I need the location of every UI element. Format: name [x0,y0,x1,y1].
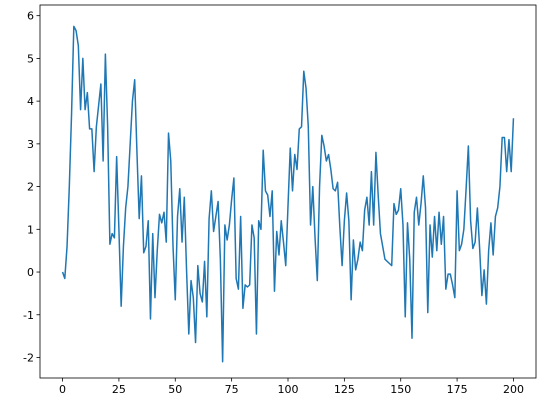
x-tick-label: 100 [278,383,299,396]
x-tick-label: 150 [390,383,411,396]
x-tick-label: 200 [503,383,524,396]
y-tick-label: 2 [27,181,34,194]
y-tick-label: 4 [27,95,34,108]
x-tick-label: 25 [112,383,126,396]
y-tick-label: 5 [27,52,34,65]
x-tick-label: 50 [168,383,182,396]
x-tick-label: 175 [447,383,468,396]
x-tick-label: 125 [334,383,355,396]
x-tick-label: 75 [225,383,239,396]
x-tick-label: 0 [59,383,66,396]
y-tick-label: -2 [23,351,34,364]
y-tick-label: 1 [27,223,34,236]
y-tick-label: 0 [27,266,34,279]
y-tick-label: 3 [27,138,34,151]
y-tick-label: 6 [27,10,34,23]
line [61,25,515,363]
y-tick-label: -1 [23,309,34,322]
